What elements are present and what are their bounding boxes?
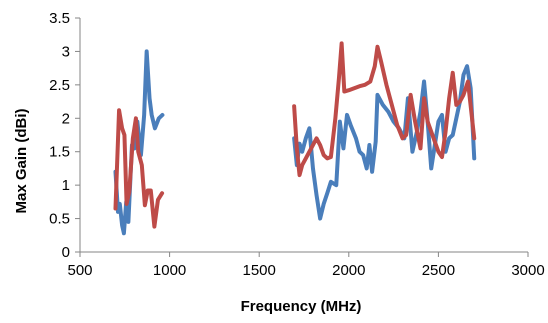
y-tick-label: 2 (62, 110, 70, 127)
y-tick-label: 2.5 (49, 77, 70, 94)
ticks-layer: 0 0.5 1 1.5 2 2.5 3 3.5 500 1000 1500 2000 2500 3000 (49, 10, 545, 279)
x-tick-label: 1000 (153, 262, 186, 279)
axes-group (79, 18, 528, 253)
x-tick-label: 2500 (422, 262, 455, 279)
series-2-line-segment-2 (292, 41, 477, 178)
x-tick-label: 500 (67, 262, 92, 279)
y-tick-label: 1 (62, 177, 70, 194)
x-tick-label: 2000 (332, 262, 365, 279)
x-axis-title: Frequency (MHz) (241, 298, 362, 315)
series-2-line-segment-1 (113, 108, 165, 229)
y-axis-title: Max Gain (dBi) (13, 108, 30, 213)
x-tick-label: 3000 (511, 262, 544, 279)
y-tick-label: 1.5 (49, 144, 70, 161)
y-tick-label: 3.5 (49, 10, 70, 27)
y-tick-label: 0.5 (49, 211, 70, 228)
x-tick-label: 1500 (243, 262, 276, 279)
series-1-line-segment-2 (292, 64, 477, 221)
y-tick-label: 3 (62, 43, 70, 60)
series-layer (113, 41, 477, 236)
y-tick-label: 0 (62, 244, 70, 261)
